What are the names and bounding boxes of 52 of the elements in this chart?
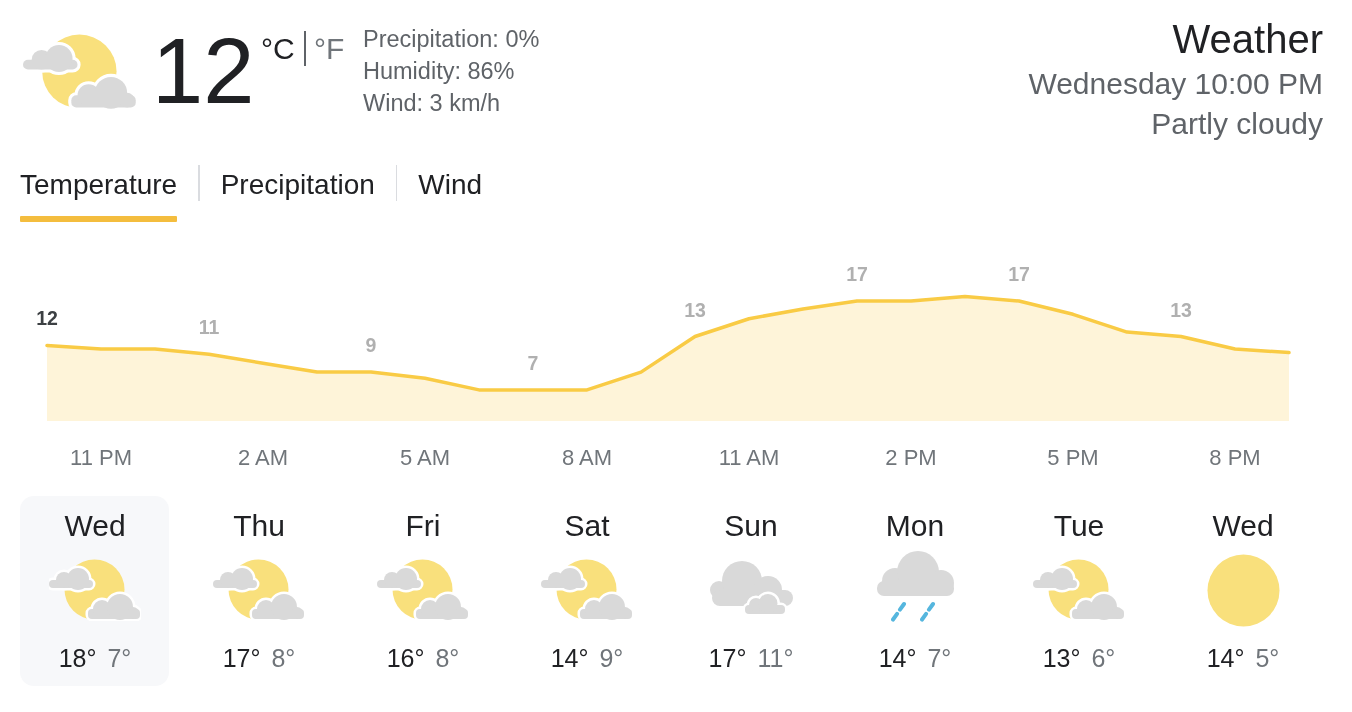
text: 6° <box>1091 643 1116 672</box>
text: Precipitation <box>220 169 375 201</box>
category-label: Sun <box>724 508 778 542</box>
text: 7° <box>927 643 952 672</box>
category-label: Mon <box>885 508 945 542</box>
x-tick-label: 2 AM <box>237 445 289 471</box>
text: 8° <box>435 643 460 672</box>
text: 16° <box>386 643 425 672</box>
text: Weather <box>1172 17 1323 62</box>
data-label: 13 <box>1170 298 1192 321</box>
category-label: Thu <box>233 508 285 542</box>
text: Wind <box>418 169 483 201</box>
text: Humidity: 86% <box>363 58 515 85</box>
data-label: 9 <box>365 334 377 357</box>
text: °F <box>314 31 345 65</box>
data-label: 17 <box>846 262 868 285</box>
category-label: Fri <box>405 508 441 542</box>
data-label: 12 <box>36 307 58 330</box>
text: 14° <box>878 643 917 672</box>
text: 11° <box>757 643 794 672</box>
text: 18° <box>58 643 97 672</box>
category-label: Sat <box>564 508 610 542</box>
text: 8° <box>271 643 296 672</box>
data-label: 17 <box>1008 262 1030 285</box>
text: °C <box>261 31 295 65</box>
x-tick-label: 5 AM <box>399 445 451 471</box>
x-tick-label: 11 PM <box>70 445 132 471</box>
category-label: Wed <box>64 508 126 542</box>
text: Temperature <box>20 169 178 201</box>
x-tick-label: 5 PM <box>1047 445 1099 471</box>
text: Wednesday 10:00 PM <box>1028 66 1323 100</box>
category-label: Tue <box>1053 508 1105 542</box>
category-label: Wed <box>1212 508 1274 542</box>
text: Partly cloudy <box>1151 106 1323 140</box>
text: 17° <box>708 643 747 672</box>
text: 14° <box>1206 643 1245 672</box>
text: Wind: 3 km/h <box>363 90 501 117</box>
text: Precipitation: 0% <box>363 26 540 53</box>
text: 12 <box>152 20 255 123</box>
text: 17° <box>222 643 261 672</box>
text: 13° <box>1042 643 1081 672</box>
text: 7° <box>107 643 132 672</box>
x-tick-label: 8 AM <box>561 445 613 471</box>
data-label: 13 <box>684 298 706 321</box>
text: 14° <box>550 643 589 672</box>
x-tick-label: 2 PM <box>885 445 937 471</box>
data-label: 7 <box>527 351 539 374</box>
x-tick-label: 11 AM <box>718 445 780 471</box>
data-label: 11 <box>198 316 220 339</box>
text: 9° <box>599 643 624 672</box>
x-tick-label: 8 PM <box>1209 445 1261 471</box>
text: 5° <box>1255 643 1280 672</box>
